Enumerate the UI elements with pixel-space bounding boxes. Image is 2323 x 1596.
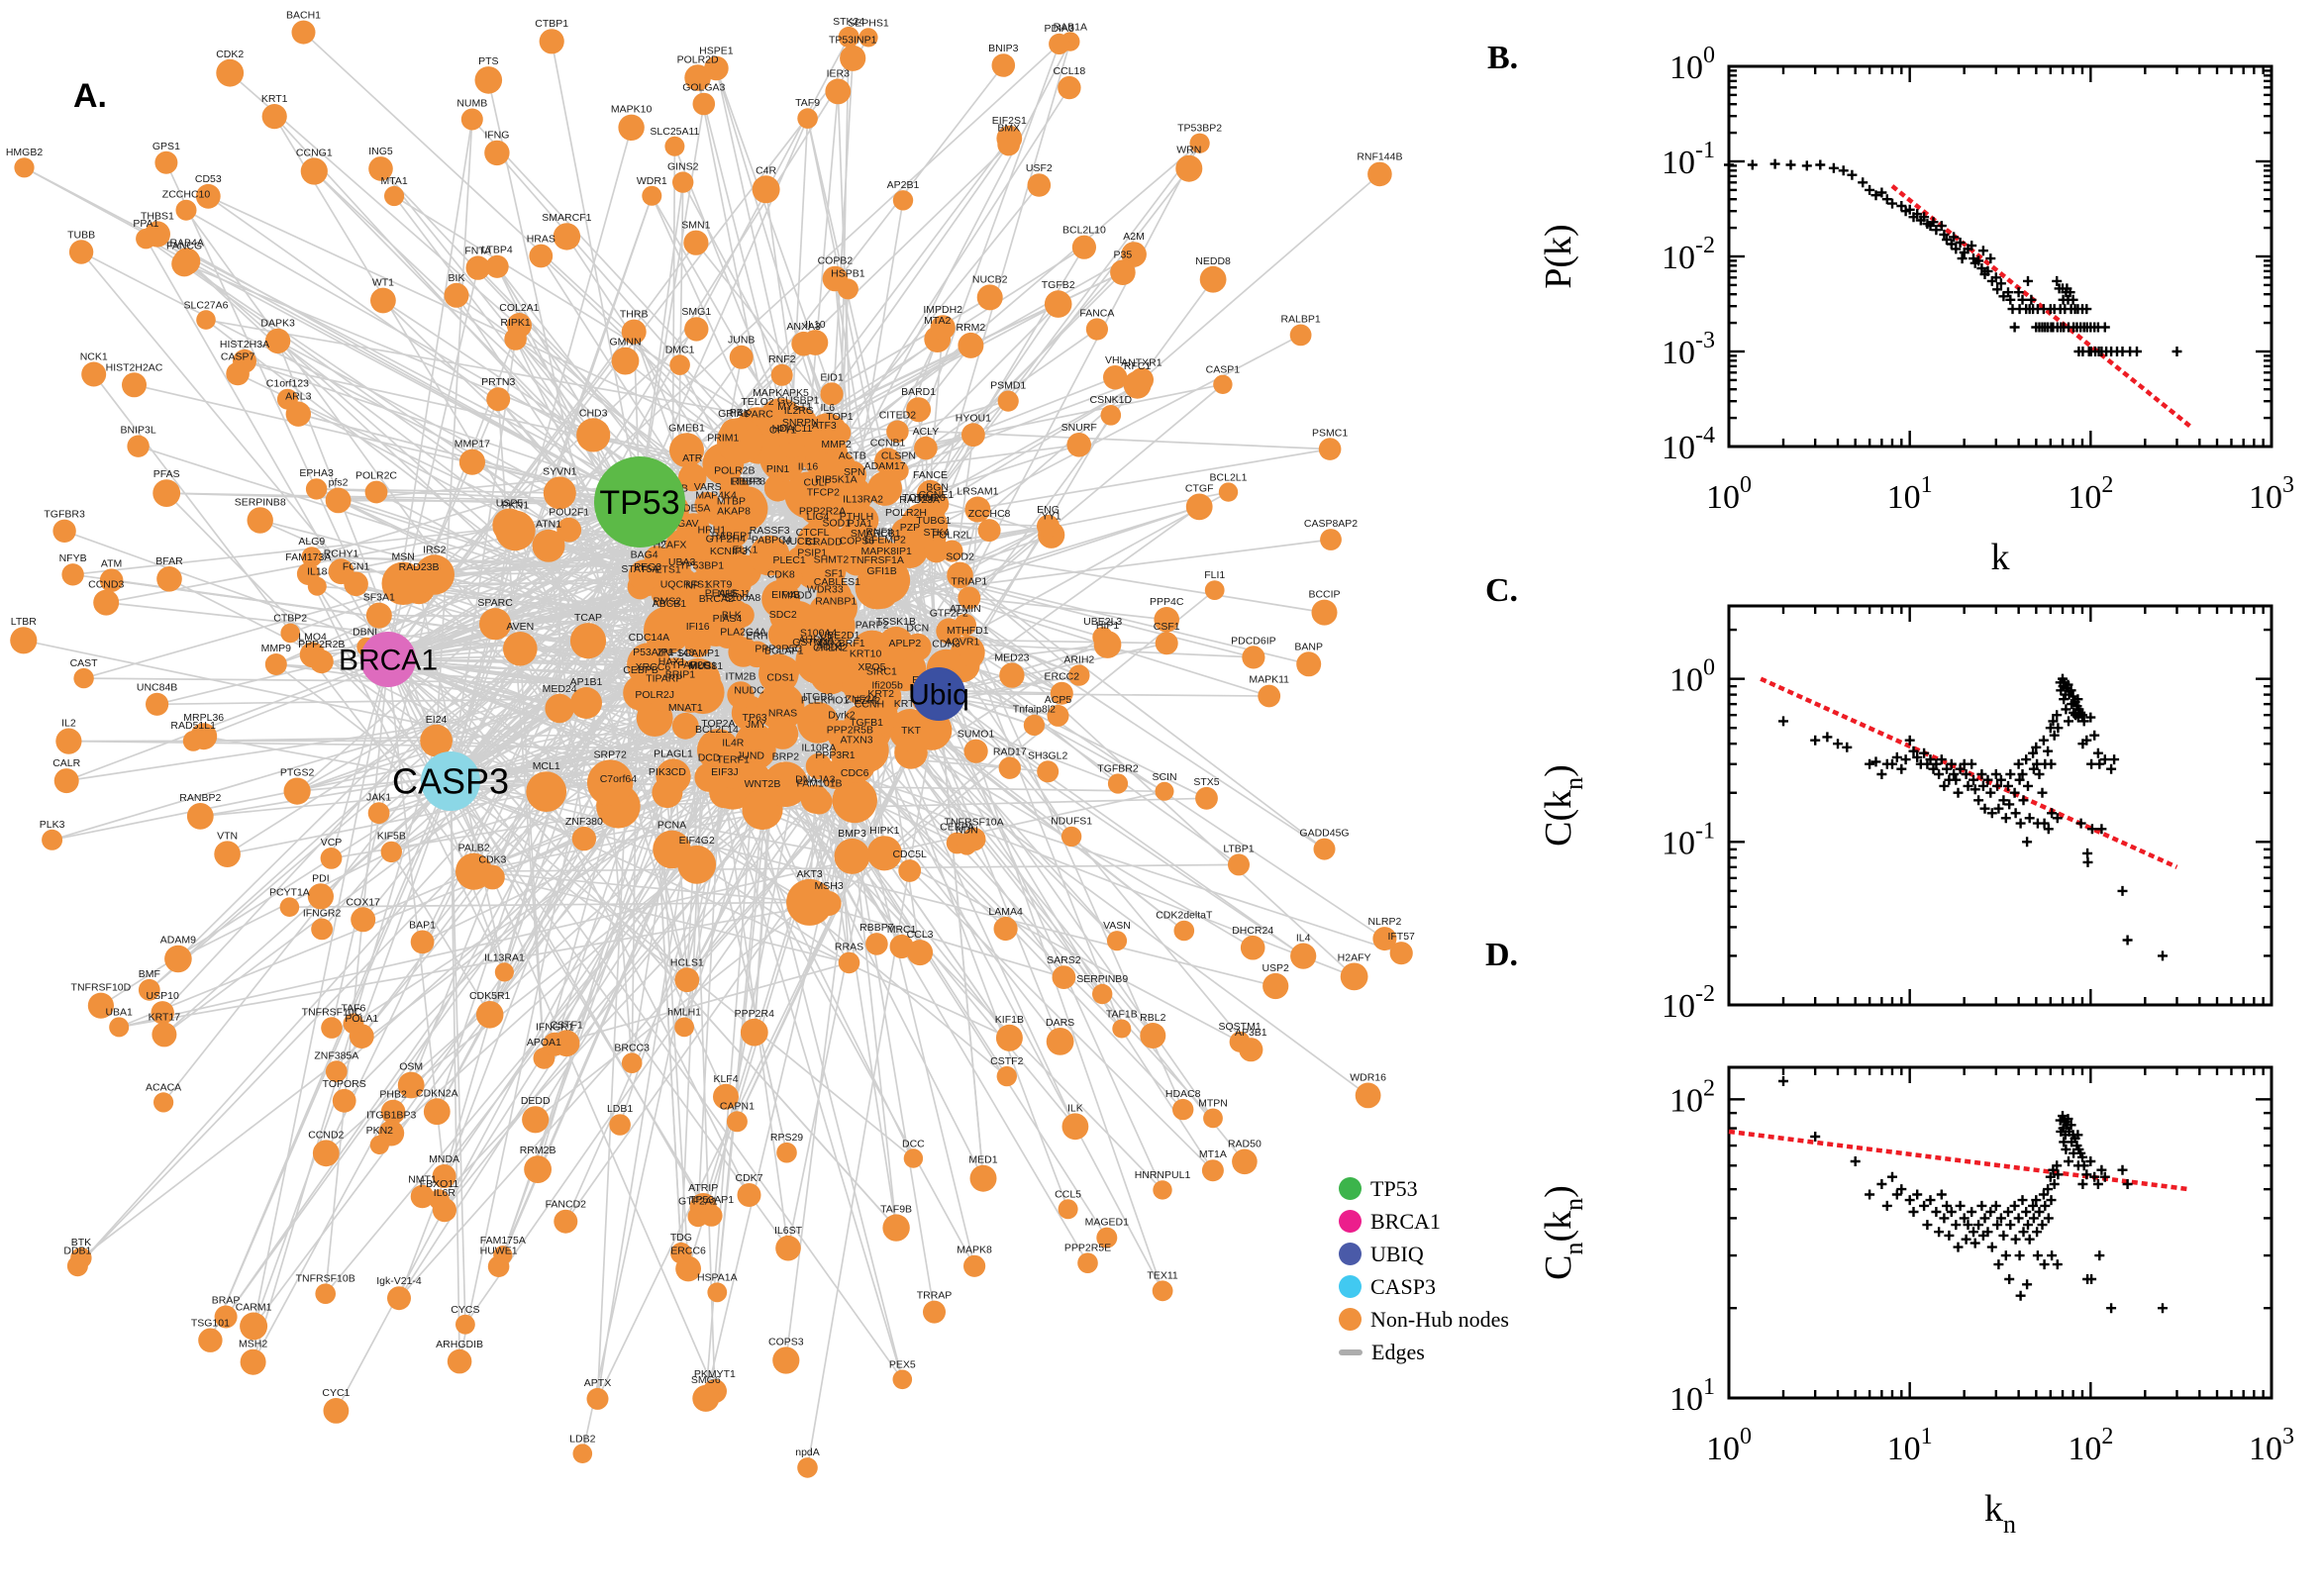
legend-item-edges: Edges (1339, 1336, 1509, 1368)
legend-item-tp53: TP53 (1339, 1172, 1509, 1205)
legend-label: UBIQ (1370, 1241, 1424, 1266)
legend-label: Edges (1371, 1339, 1425, 1364)
legend-item-non-hub-nodes: Non-Hub nodes (1339, 1303, 1509, 1336)
edge-swatch-icon (1339, 1348, 1363, 1355)
node-swatch-icon (1339, 1243, 1362, 1265)
svg-text:101: 101 (1887, 1424, 1933, 1467)
svg-text:10-2: 10-2 (1662, 981, 1715, 1025)
panel-a-label: A. (73, 77, 107, 115)
svg-text:10-1: 10-1 (1662, 818, 1715, 861)
svg-text:102: 102 (2068, 1424, 2113, 1467)
legend-label: CASP3 (1370, 1273, 1437, 1299)
svg-text:103: 103 (2249, 472, 2294, 516)
svg-text:P(k): P(k) (1538, 224, 1579, 288)
svg-text:10-2: 10-2 (1662, 233, 1715, 276)
svg-text:k: k (1991, 537, 2010, 578)
panel-c-label: C. (1485, 572, 1519, 609)
svg-text:100: 100 (1669, 655, 1715, 699)
svg-text:Cn(kn): Cn(kn) (1538, 1185, 1588, 1280)
svg-text:10-4: 10-4 (1662, 423, 1715, 466)
legend-label: BRCA1 (1370, 1208, 1441, 1234)
svg-text:102: 102 (2068, 472, 2113, 516)
svg-text:101: 101 (1887, 472, 1933, 516)
svg-text:C(kn): C(kn) (1538, 764, 1588, 847)
svg-text:103: 103 (2249, 1424, 2294, 1467)
svg-text:100: 100 (1669, 43, 1715, 86)
node-swatch-icon (1339, 1308, 1362, 1331)
panel-b-label: B. (1487, 40, 1519, 76)
svg-text:10-3: 10-3 (1662, 328, 1715, 371)
svg-text:100: 100 (1706, 472, 1752, 516)
svg-text:101: 101 (1669, 1374, 1715, 1418)
svg-text:100: 100 (1706, 1424, 1752, 1467)
svg-text:10-1: 10-1 (1662, 138, 1715, 181)
legend-item-ubiq: UBIQ (1339, 1238, 1509, 1270)
network-legend: TP53 BRCA1 UBIQ CASP3 Non-Hub nodes Edges (1339, 1172, 1509, 1368)
panel-d-label: D. (1485, 937, 1519, 973)
svg-text:kn: kn (1984, 1488, 2016, 1539)
legend-item-brca1: BRCA1 (1339, 1205, 1509, 1238)
node-swatch-icon (1339, 1210, 1362, 1233)
legend-label: Non-Hub nodes (1370, 1306, 1509, 1332)
legend-item-casp3: CASP3 (1339, 1270, 1509, 1303)
svg-text:102: 102 (1669, 1075, 1715, 1119)
legend-label: TP53 (1370, 1175, 1418, 1201)
node-swatch-icon (1339, 1177, 1362, 1200)
node-swatch-icon (1339, 1275, 1362, 1298)
